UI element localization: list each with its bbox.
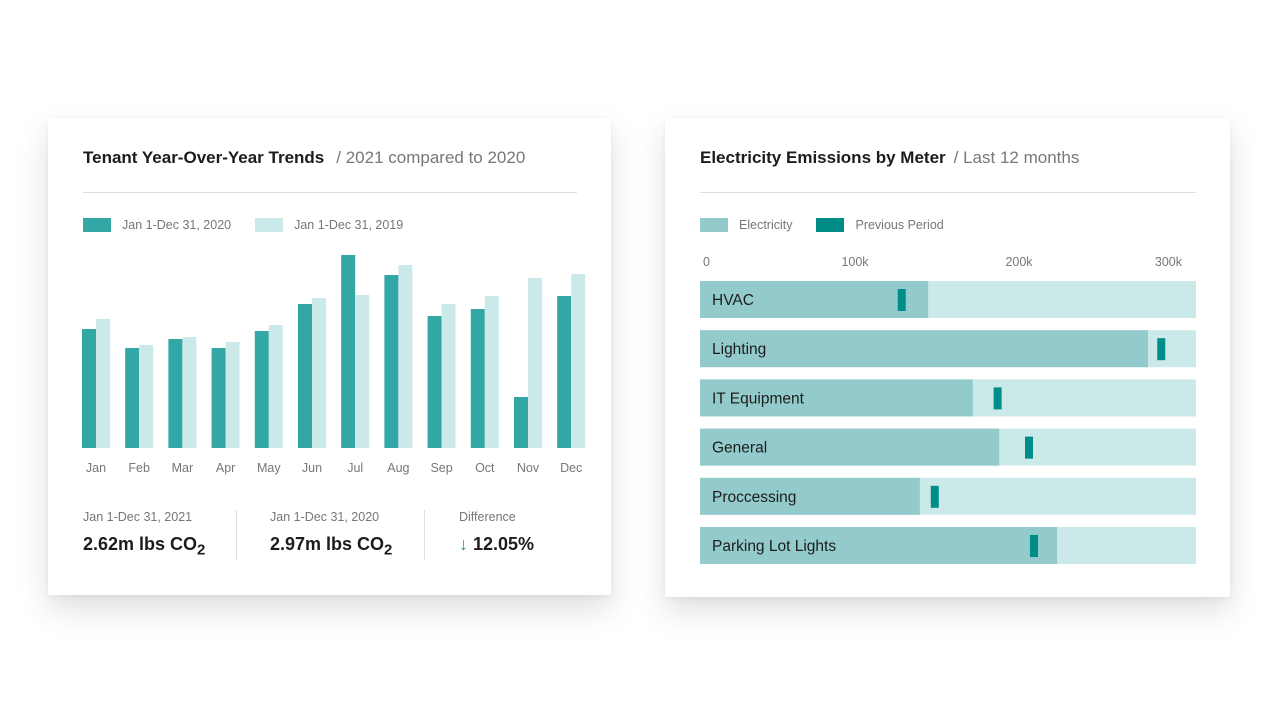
x-tick-label: Jul bbox=[347, 461, 363, 475]
marker-previous-period bbox=[993, 387, 1002, 410]
x-tick-label: 300k bbox=[1155, 255, 1183, 269]
x-tick-label: 100k bbox=[841, 255, 869, 269]
bar-electricity bbox=[700, 330, 1149, 368]
divider bbox=[700, 192, 1196, 193]
title-text: Tenant Year-Over-Year Trends bbox=[83, 148, 325, 167]
bar-jul-2019 bbox=[355, 295, 370, 448]
yoy-trends-card: Tenant Year-Over-Year Trends / 2021 compa… bbox=[48, 118, 611, 595]
bar-oct-2019 bbox=[484, 296, 499, 448]
legend-swatch-previous bbox=[816, 218, 845, 232]
meter-row: Lighting bbox=[700, 330, 1196, 368]
bar-may-2019 bbox=[268, 325, 283, 448]
x-tick-label: Aug bbox=[387, 461, 409, 475]
legend-label: Jan 1-Dec 31, 2019 bbox=[294, 218, 404, 232]
bar-electricity bbox=[700, 527, 1058, 564]
bar-apr-2020 bbox=[211, 348, 226, 448]
bar-electricity bbox=[700, 428, 1000, 466]
marker-previous-period bbox=[930, 485, 939, 508]
meter-label: Lighting bbox=[712, 341, 766, 358]
meter-row: IT Equipment bbox=[700, 379, 1196, 417]
x-tick-label: Mar bbox=[172, 461, 194, 475]
stat-label: Jan 1-Dec 31, 2020 bbox=[270, 510, 380, 524]
bar-electricity bbox=[700, 379, 973, 417]
bar-sep-2020 bbox=[427, 316, 442, 448]
meter-row: HVAC bbox=[700, 281, 1196, 318]
bar-feb-2019 bbox=[139, 345, 154, 448]
marker-previous-period bbox=[1157, 338, 1166, 361]
bar-aug-2019 bbox=[398, 265, 413, 448]
x-tick-label: May bbox=[257, 461, 281, 475]
bar-jun-2020 bbox=[298, 304, 312, 448]
bar-may-2020 bbox=[254, 331, 269, 448]
stat-value: ↓ 12.05% bbox=[459, 534, 535, 554]
bar-jun-2019 bbox=[312, 298, 326, 448]
bar-feb-2020 bbox=[125, 348, 140, 448]
legend-swatch-2020 bbox=[83, 218, 111, 232]
meter-label: Parking Lot Lights bbox=[712, 538, 836, 555]
emissions-by-meter-card: Electricity Emissions by Meter / Last 12 … bbox=[665, 118, 1230, 597]
legend-swatch-2019 bbox=[255, 218, 284, 232]
x-tick-label: Oct bbox=[475, 461, 495, 475]
x-tick-label: Jun bbox=[302, 461, 322, 475]
x-tick-label: Apr bbox=[216, 461, 235, 475]
bar-aug-2020 bbox=[384, 275, 399, 448]
bar-electricity bbox=[700, 281, 929, 318]
legend-swatch-electricity bbox=[700, 218, 728, 232]
x-tick-label: Jan bbox=[86, 461, 106, 475]
bar-apr-2019 bbox=[225, 342, 240, 448]
meter-label: IT Equipment bbox=[712, 390, 805, 407]
divider bbox=[424, 510, 425, 560]
divider bbox=[236, 510, 237, 560]
meter-label: General bbox=[712, 440, 767, 457]
stat-value: 2.97m lbs CO2 bbox=[270, 534, 393, 559]
title-text: Electricity Emissions by Meter bbox=[700, 148, 946, 167]
x-tick-label: 200k bbox=[1005, 255, 1033, 269]
meter-label: Proccessing bbox=[712, 489, 796, 506]
marker-previous-period bbox=[897, 289, 906, 311]
subtitle: / Last 12 months bbox=[953, 148, 1080, 167]
meter-row: Proccessing bbox=[700, 477, 1196, 515]
legend: Jan 1-Dec 31, 2020 Jan 1-Dec 31, 2019 bbox=[83, 218, 403, 232]
stat-value: 2.62m lbs CO2 bbox=[83, 534, 206, 559]
subtitle: / 2021 compared to 2020 bbox=[336, 148, 526, 167]
stat-label: Jan 1-Dec 31, 2021 bbox=[83, 510, 193, 524]
bar-oct-2020 bbox=[470, 309, 485, 448]
bar-jan-2020 bbox=[82, 329, 96, 448]
bar-mar-2019 bbox=[182, 337, 197, 448]
x-tick-label: Feb bbox=[128, 461, 150, 475]
legend-label: Electricity bbox=[739, 218, 793, 232]
card-title: Tenant Year-Over-Year Trends / 2021 compa… bbox=[83, 148, 525, 168]
meter-bar-chart: 0 100k 200k 300k HVAC Lighting IT Equipment Gen… bbox=[700, 255, 1196, 564]
bar-chart: Jan Feb Mar Apr May Jun Jul Aug Sep Oct Nov Dec bbox=[82, 255, 586, 475]
divider bbox=[83, 192, 577, 193]
bar-dec-2019 bbox=[571, 274, 586, 448]
x-tick-label: 0 bbox=[703, 255, 710, 269]
arrow-down-icon: ↓ bbox=[459, 534, 468, 554]
legend-label: Previous Period bbox=[855, 218, 944, 232]
meter-label: HVAC bbox=[712, 292, 754, 309]
bar-electricity bbox=[700, 477, 920, 515]
bar-nov-2019 bbox=[528, 278, 542, 448]
stat-label: Difference bbox=[459, 510, 516, 524]
stat-difference: Difference ↓ 12.05% bbox=[459, 510, 534, 555]
card-title: Electricity Emissions by Meter / Last 12 … bbox=[700, 148, 1079, 168]
x-tick-label: Dec bbox=[560, 461, 582, 475]
bar-dec-2020 bbox=[557, 296, 572, 448]
legend: Electricity Previous Period bbox=[700, 218, 944, 232]
marker-previous-period bbox=[1025, 436, 1034, 459]
bar-sep-2019 bbox=[441, 304, 456, 448]
stat-2020: Jan 1-Dec 31, 2020 2.97m lbs CO2 bbox=[270, 510, 392, 559]
x-tick-label: Nov bbox=[517, 461, 540, 475]
meter-row: Parking Lot Lights bbox=[700, 527, 1196, 564]
bar-jan-2019 bbox=[96, 319, 110, 448]
legend-label: Jan 1-Dec 31, 2020 bbox=[122, 218, 232, 232]
meter-row: General bbox=[700, 428, 1196, 466]
marker-previous-period bbox=[1029, 535, 1038, 557]
bar-nov-2020 bbox=[514, 397, 528, 448]
stat-2021: Jan 1-Dec 31, 2021 2.62m lbs CO2 bbox=[83, 510, 205, 559]
bar-mar-2020 bbox=[168, 339, 183, 448]
bar-jul-2020 bbox=[341, 255, 356, 448]
x-tick-label: Sep bbox=[430, 461, 452, 475]
